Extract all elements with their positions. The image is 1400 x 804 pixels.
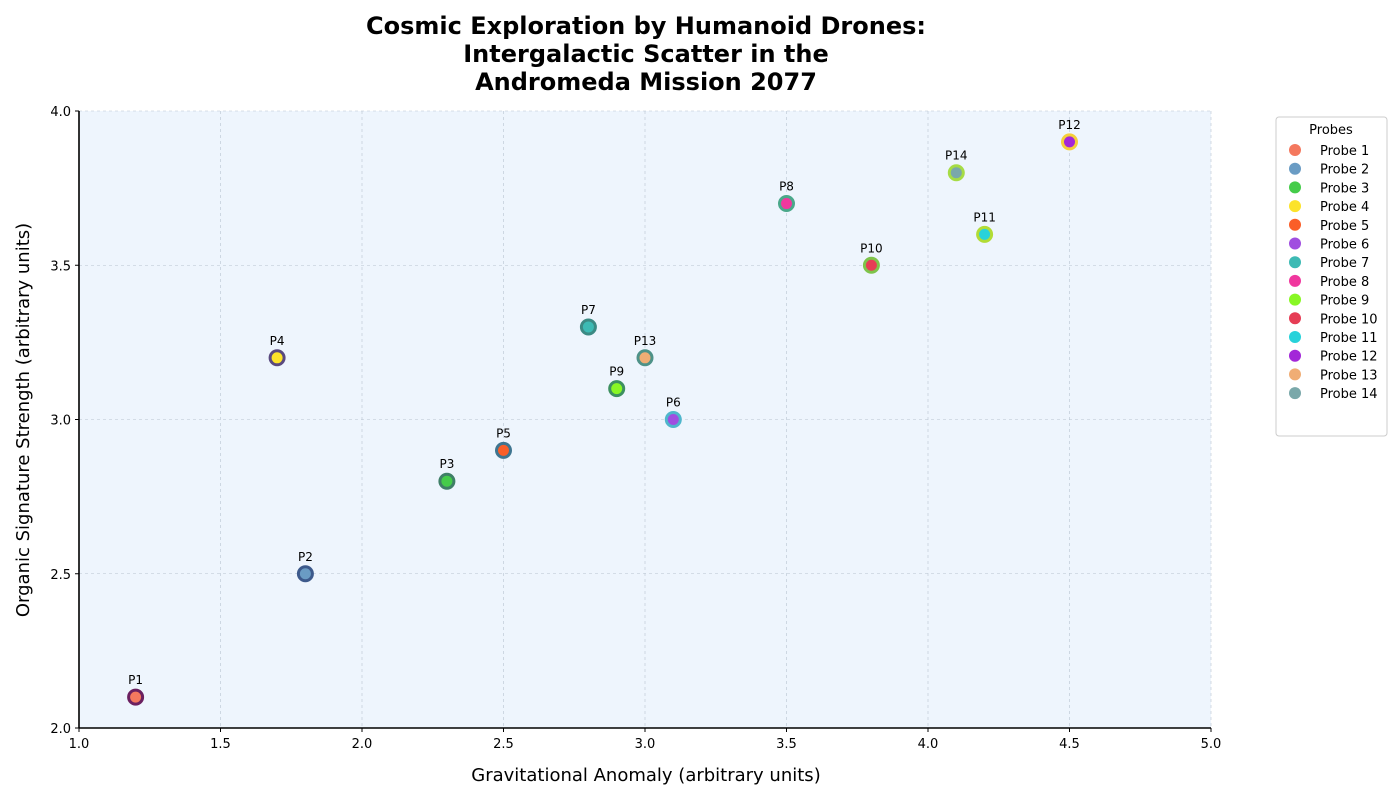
data-point	[296, 565, 314, 583]
legend-marker	[1289, 181, 1301, 194]
x-tick-label: 3.5	[776, 737, 797, 752]
point-label: P11	[973, 210, 996, 224]
legend-frame	[1275, 116, 1388, 437]
data-point	[976, 225, 994, 243]
x-tick-label: 3.0	[635, 737, 656, 752]
chart-title-line-1: Cosmic Exploration by Humanoid Drones:	[366, 12, 926, 40]
legend-items: Probe 1 Probe 2 Probe 3 Probe 4 Probe 5 Probe…	[1289, 144, 1378, 402]
data-point	[608, 380, 626, 398]
y-tick-label: 4.0	[50, 105, 71, 120]
x-axis-label: Gravitational Anomaly (arbitrary units)	[471, 765, 820, 786]
legend-marker	[1289, 368, 1301, 381]
legend-marker	[1289, 162, 1301, 175]
legend-marker	[1289, 256, 1301, 269]
data-point	[778, 195, 795, 213]
data-point	[947, 164, 965, 182]
x-tick-label: 4.5	[1059, 737, 1080, 752]
legend-entry-label: Probe 10	[1320, 312, 1378, 327]
point-label: P1	[128, 673, 143, 687]
legend-marker	[1289, 200, 1301, 213]
x-tick-label: 2.5	[493, 737, 514, 752]
legend-entry-label: Probe 3	[1320, 181, 1369, 196]
x-tick-label: 5.0	[1201, 737, 1222, 752]
legend-marker	[1289, 144, 1301, 156]
point-label: P10	[860, 241, 883, 255]
point-label: P12	[1058, 118, 1081, 132]
y-tick-label: 2.0	[50, 722, 71, 737]
legend-entry-label: Probe 1	[1320, 144, 1369, 159]
point-label: P13	[634, 334, 657, 348]
data-point	[268, 349, 286, 367]
legend-marker	[1289, 237, 1301, 250]
data-point	[664, 411, 682, 428]
data-point	[127, 688, 145, 706]
legend-marker	[1289, 218, 1301, 231]
legend-entry-label: Probe 11	[1320, 331, 1378, 346]
legend-entry-label: Probe 2	[1320, 163, 1369, 178]
point-label: P14	[945, 149, 968, 163]
y-axis-label: Organic Signature Strength (arbitrary un…	[13, 223, 34, 617]
legend-entry-label: Probe 13	[1320, 368, 1378, 383]
y-tick-label: 2.5	[50, 568, 71, 583]
legend-entry-label: Probe 12	[1320, 350, 1378, 365]
point-label: P8	[779, 180, 794, 194]
point-label: P7	[581, 303, 596, 317]
data-point	[1061, 133, 1078, 151]
data-point	[495, 441, 512, 459]
data-points	[127, 133, 1078, 706]
x-tick-label: 1.5	[210, 737, 231, 752]
grid-lines	[78, 110, 1212, 729]
data-point	[636, 349, 654, 367]
point-label: P3	[439, 457, 454, 471]
data-point	[862, 256, 880, 274]
legend-entry-label: Probe 14	[1320, 387, 1378, 402]
legend-marker	[1289, 331, 1301, 343]
x-tick-label: 1.0	[69, 737, 90, 752]
legend-entry-label: Probe 8	[1320, 275, 1369, 290]
legend-entry-label: Probe 9	[1320, 294, 1369, 309]
data-point	[438, 472, 456, 490]
point-label: P5	[496, 426, 511, 440]
point-label: P9	[609, 365, 624, 379]
legend-marker	[1289, 387, 1301, 400]
y-tick-label: 3.0	[50, 414, 71, 429]
point-label: P4	[270, 334, 285, 348]
chart-title-line-3: Andromeda Mission 2077	[475, 68, 817, 96]
tick-labels: 1.0 1.5 2.0 2.5 3.0 3.5 4.0 4.5 5.0 2.0 2.5 3.0 3.5 4…	[50, 105, 1221, 752]
chart-title-line-2: Intergalactic Scatter in the	[463, 40, 829, 68]
x-tick-label: 4.0	[918, 737, 939, 752]
legend-entry-label: Probe 6	[1320, 238, 1369, 253]
point-labels: P1 P2 P3 P4 P5 P6 P7 P8 P9 P10 P11 P12 P13 P14	[128, 118, 1081, 687]
point-label: P6	[666, 396, 681, 410]
legend-marker	[1289, 274, 1301, 287]
legend-marker	[1289, 349, 1301, 362]
legend-marker	[1289, 312, 1301, 325]
legend-entry-label: Probe 4	[1320, 200, 1369, 215]
chart-title: Cosmic Exploration by Humanoid Drones: I…	[366, 12, 926, 96]
data-point	[579, 318, 597, 336]
legend-entry-label: Probe 7	[1320, 256, 1369, 271]
legend-entry-label: Probe 5	[1320, 219, 1369, 234]
point-label: P2	[298, 550, 313, 564]
x-tick-label: 2.0	[352, 737, 373, 752]
y-tick-label: 3.5	[50, 259, 71, 274]
legend-title: Probes	[1309, 123, 1353, 138]
legend-marker	[1289, 293, 1301, 306]
